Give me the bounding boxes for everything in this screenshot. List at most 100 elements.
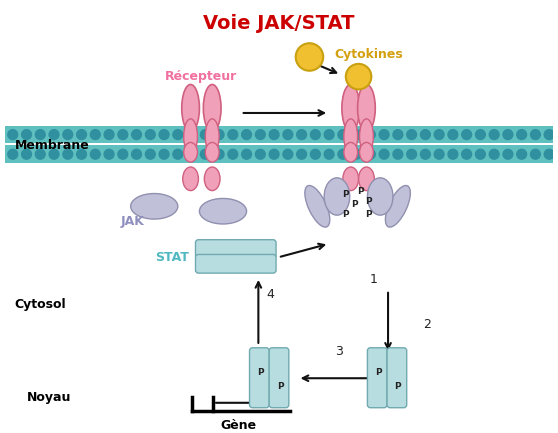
Circle shape bbox=[448, 149, 458, 159]
Text: Cytokines: Cytokines bbox=[334, 48, 403, 61]
Circle shape bbox=[475, 129, 485, 139]
Text: P: P bbox=[365, 197, 372, 206]
Circle shape bbox=[22, 149, 31, 159]
Circle shape bbox=[352, 149, 362, 159]
Circle shape bbox=[146, 129, 155, 139]
Circle shape bbox=[379, 149, 389, 159]
Circle shape bbox=[489, 149, 499, 159]
Text: P: P bbox=[375, 368, 382, 377]
Circle shape bbox=[475, 149, 485, 159]
Circle shape bbox=[393, 149, 403, 159]
Circle shape bbox=[104, 149, 114, 159]
Circle shape bbox=[269, 129, 279, 139]
Circle shape bbox=[104, 129, 114, 139]
Circle shape bbox=[503, 149, 513, 159]
Ellipse shape bbox=[324, 178, 350, 215]
FancyBboxPatch shape bbox=[195, 255, 276, 273]
Circle shape bbox=[310, 129, 320, 139]
Circle shape bbox=[324, 149, 334, 159]
Ellipse shape bbox=[203, 84, 221, 132]
Circle shape bbox=[346, 64, 371, 89]
Ellipse shape bbox=[342, 84, 359, 132]
Circle shape bbox=[296, 43, 323, 71]
FancyBboxPatch shape bbox=[195, 240, 276, 259]
Text: STAT: STAT bbox=[155, 251, 189, 264]
Text: P: P bbox=[352, 200, 358, 209]
Ellipse shape bbox=[343, 167, 359, 191]
Circle shape bbox=[269, 149, 279, 159]
Circle shape bbox=[434, 149, 444, 159]
Circle shape bbox=[393, 129, 403, 139]
Circle shape bbox=[76, 149, 86, 159]
Text: P: P bbox=[395, 381, 401, 391]
Circle shape bbox=[297, 129, 306, 139]
FancyBboxPatch shape bbox=[387, 348, 407, 408]
Ellipse shape bbox=[205, 142, 219, 162]
Circle shape bbox=[76, 129, 86, 139]
Circle shape bbox=[132, 129, 142, 139]
Circle shape bbox=[132, 149, 142, 159]
Ellipse shape bbox=[359, 119, 373, 154]
Circle shape bbox=[448, 129, 458, 139]
Circle shape bbox=[63, 149, 73, 159]
FancyBboxPatch shape bbox=[367, 348, 387, 408]
Circle shape bbox=[338, 129, 348, 139]
Ellipse shape bbox=[205, 119, 219, 154]
Circle shape bbox=[434, 129, 444, 139]
Text: P: P bbox=[257, 368, 263, 377]
Ellipse shape bbox=[344, 119, 358, 154]
Circle shape bbox=[517, 129, 527, 139]
Circle shape bbox=[90, 129, 100, 139]
Ellipse shape bbox=[386, 185, 410, 227]
Circle shape bbox=[200, 129, 210, 139]
Ellipse shape bbox=[359, 142, 373, 162]
Circle shape bbox=[352, 129, 362, 139]
Ellipse shape bbox=[184, 142, 198, 162]
Circle shape bbox=[35, 129, 45, 139]
Text: JAK: JAK bbox=[121, 214, 145, 228]
Circle shape bbox=[8, 149, 18, 159]
Circle shape bbox=[228, 149, 238, 159]
Circle shape bbox=[49, 149, 59, 159]
Ellipse shape bbox=[359, 167, 374, 191]
Circle shape bbox=[379, 129, 389, 139]
Text: Noyau: Noyau bbox=[27, 391, 71, 404]
Text: P: P bbox=[343, 190, 349, 199]
Text: 1: 1 bbox=[369, 274, 377, 287]
Text: Gène: Gène bbox=[220, 419, 257, 432]
FancyBboxPatch shape bbox=[249, 348, 269, 408]
Circle shape bbox=[8, 129, 18, 139]
Circle shape bbox=[159, 129, 169, 139]
Circle shape bbox=[256, 149, 265, 159]
Circle shape bbox=[544, 129, 554, 139]
Circle shape bbox=[22, 129, 31, 139]
Circle shape bbox=[187, 129, 196, 139]
Circle shape bbox=[407, 129, 416, 139]
Circle shape bbox=[63, 129, 73, 139]
Circle shape bbox=[214, 149, 224, 159]
Text: 4: 4 bbox=[266, 288, 274, 301]
Circle shape bbox=[283, 149, 293, 159]
Circle shape bbox=[200, 149, 210, 159]
Circle shape bbox=[159, 149, 169, 159]
Circle shape bbox=[324, 129, 334, 139]
Ellipse shape bbox=[131, 194, 178, 219]
Circle shape bbox=[146, 149, 155, 159]
Text: P: P bbox=[343, 210, 349, 219]
Circle shape bbox=[283, 129, 293, 139]
Ellipse shape bbox=[344, 142, 358, 162]
Bar bbox=[5, 145, 553, 163]
Circle shape bbox=[310, 149, 320, 159]
Circle shape bbox=[173, 149, 182, 159]
Circle shape bbox=[173, 129, 182, 139]
Text: 3: 3 bbox=[335, 345, 343, 358]
Text: Voie JAK/STAT: Voie JAK/STAT bbox=[203, 14, 355, 33]
Circle shape bbox=[297, 149, 306, 159]
Circle shape bbox=[214, 129, 224, 139]
Text: P: P bbox=[365, 210, 372, 219]
Circle shape bbox=[461, 149, 472, 159]
Circle shape bbox=[421, 149, 430, 159]
Circle shape bbox=[544, 149, 554, 159]
Circle shape bbox=[407, 149, 416, 159]
Text: Cytosol: Cytosol bbox=[15, 298, 66, 311]
